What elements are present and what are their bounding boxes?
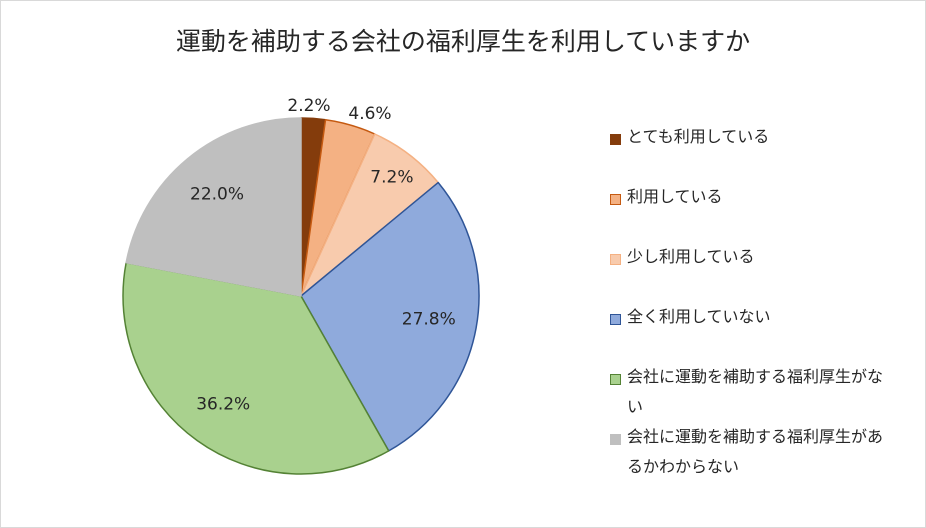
chart-title: 運動を補助する会社の福利厚生を利用していますか — [175, 27, 751, 56]
legend-item-very-often: とても利用している — [610, 127, 910, 152]
data-label-a-little: 7.2% — [370, 167, 413, 187]
data-label-often: 4.6% — [348, 104, 391, 124]
legend-swatch-a-little — [610, 254, 621, 265]
data-label-never: 27.8% — [402, 310, 456, 330]
legend-swatch-often — [610, 194, 621, 205]
data-label-unknown: 22.0% — [190, 185, 244, 205]
legend-item-never: 全く利用していない — [610, 307, 910, 332]
legend-label-often: 利用している — [627, 187, 723, 206]
legend-item-unknown: 会社に運動を補助する福利厚生があるかわからない — [610, 427, 910, 482]
pie-slice-never — [300, 181, 480, 452]
legend-swatch-no-benefit — [610, 374, 621, 385]
legend-swatch-unknown — [610, 434, 621, 445]
pie-slice-no-benefit — [122, 261, 390, 475]
legend-item-often: 利用している — [610, 187, 910, 212]
pie-slice-unknown — [125, 117, 302, 297]
legend-swatch-very-often — [610, 134, 621, 145]
legend-label-unknown: 会社に運動を補助する福利厚生があるかわからない — [627, 427, 884, 476]
legend-label-never: 全く利用していない — [627, 307, 771, 326]
legend-item-no-benefit: 会社に運動を補助する福利厚生がない — [610, 367, 910, 422]
legend-item-a-little: 少し利用している — [610, 247, 910, 272]
legend-label-very-often: とても利用している — [627, 127, 770, 146]
data-label-very-often: 2.2% — [287, 96, 330, 116]
legend-label-a-little: 少し利用している — [627, 247, 755, 266]
data-label-no-benefit: 36.2% — [196, 394, 250, 414]
legend-label-no-benefit: 会社に運動を補助する福利厚生がない — [627, 367, 884, 416]
legend-swatch-never — [610, 314, 621, 325]
